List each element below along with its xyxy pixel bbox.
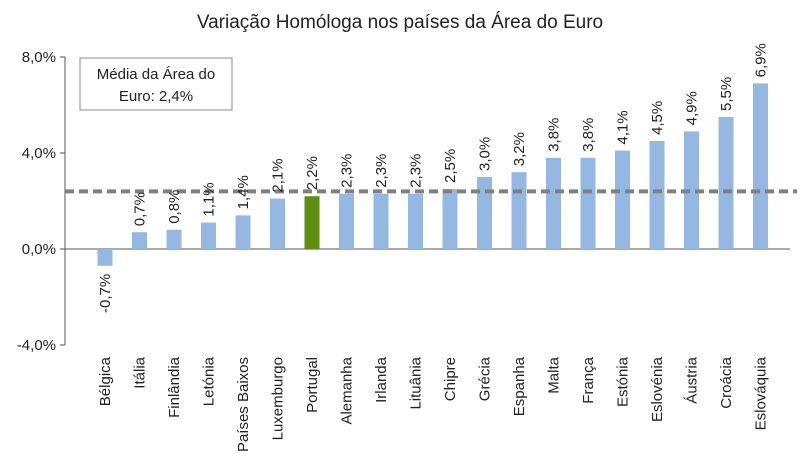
bar [442, 189, 458, 249]
chart-title: Variação Homóloga nos países da Área do … [197, 12, 603, 33]
data-label: 0,7% [132, 192, 149, 226]
category-label: Lituânia [408, 356, 425, 409]
bar [649, 141, 665, 249]
bar [97, 249, 113, 266]
bar [718, 117, 734, 249]
bar [511, 172, 527, 249]
bar [373, 193, 389, 249]
bar [235, 215, 251, 249]
data-label: 4,1% [615, 110, 632, 144]
category-label: Eslováquia [753, 356, 770, 430]
category-label: França [580, 356, 597, 403]
annotation-line-1: Média da Área do [97, 66, 215, 83]
category-label: Itália [132, 356, 149, 388]
annotation-box-frame [79, 57, 233, 111]
category-label: Letónia [201, 356, 218, 406]
bar [270, 198, 285, 249]
data-label: 4,9% [684, 91, 701, 125]
category-label: Irlanda [373, 356, 390, 403]
data-label: 3,8% [580, 118, 597, 152]
data-label: 6,9% [753, 43, 770, 77]
category-label: Bélgica [97, 356, 114, 406]
data-label: 2,3% [373, 154, 390, 188]
annotation-line-2: Euro: 2,4% [119, 88, 193, 105]
data-label: 2,3% [408, 154, 425, 188]
bar [304, 196, 320, 249]
bar [166, 229, 182, 249]
bar [546, 157, 561, 249]
category-labels: Bélgica Itália Finlândia Letónia Países Baix… [97, 356, 770, 452]
data-label: 2,1% [270, 158, 287, 192]
data-label: -0,7% [97, 274, 114, 313]
bar [684, 131, 699, 249]
bar [477, 177, 492, 249]
category-label: Chipre [442, 357, 459, 401]
y-tick-label: -4,0% [17, 337, 56, 354]
bar [753, 83, 768, 250]
data-label: 1,1% [201, 182, 218, 216]
category-label: Alemanha [339, 356, 356, 424]
data-label: 3,2% [511, 132, 528, 166]
data-label: 2,2% [304, 156, 321, 190]
bar [580, 157, 596, 249]
bar [201, 222, 216, 249]
category-label: Croácia [718, 356, 735, 408]
average-annotation-box: Média da Área do Euro: 2,4% [79, 57, 233, 111]
data-label: 3,8% [546, 118, 563, 152]
category-label: Finlândia [166, 356, 183, 418]
category-label: Portugal [304, 357, 321, 413]
data-label: 3,0% [477, 137, 494, 171]
data-label: 4,5% [649, 101, 666, 135]
data-label: 1,4% [235, 175, 252, 209]
category-label: Luxemburgo [270, 357, 287, 440]
category-label: Eslovénia [649, 356, 666, 422]
y-tick-label: 8,0% [22, 49, 56, 66]
category-label: Países Baixos [235, 357, 252, 452]
category-label: Grécia [477, 356, 494, 401]
data-label: 5,5% [718, 77, 735, 111]
axes: -4,0% 0,0% 4,0% 8,0% [17, 49, 790, 354]
data-labels: -0,7% 0,7% 0,8% 1,1% 1,4% 2,1% 2,2% 2,3% 2,3% 2,3… [97, 43, 770, 313]
category-label: Espanha [511, 356, 528, 416]
data-label: 2,5% [442, 149, 459, 183]
data-label: 0,8% [166, 190, 183, 224]
bars [97, 83, 768, 266]
category-label: Malta [546, 356, 563, 393]
y-tick-label: 0,0% [22, 241, 56, 258]
y-tick-label: 4,0% [22, 145, 56, 162]
bar [132, 232, 147, 249]
data-label: 2,3% [339, 154, 356, 188]
category-label: Estónia [615, 356, 632, 407]
bar [339, 193, 354, 249]
bar [615, 150, 630, 249]
bar [408, 193, 423, 249]
category-label: Áustria [684, 356, 701, 403]
